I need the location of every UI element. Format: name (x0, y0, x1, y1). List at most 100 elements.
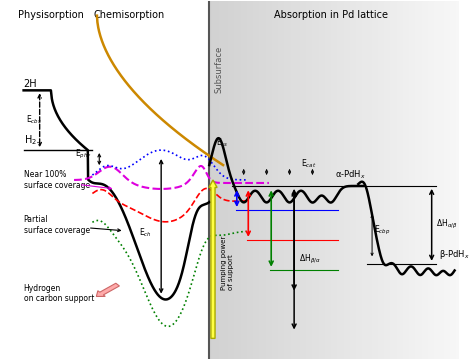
Bar (447, 1, 450, 359)
Bar (222, 1, 225, 359)
Bar (316, 1, 319, 359)
Bar (372, 1, 375, 359)
Bar (275, 1, 278, 359)
Bar (240, 1, 244, 359)
Bar (365, 1, 369, 359)
Bar (231, 1, 234, 359)
Text: E$_{cat}$: E$_{cat}$ (301, 157, 317, 170)
Text: α-PdH$_x$: α-PdH$_x$ (336, 169, 366, 181)
Bar (347, 1, 350, 359)
Bar (309, 1, 312, 359)
FancyArrow shape (96, 283, 119, 297)
Bar (278, 1, 281, 359)
Bar (453, 1, 456, 359)
Bar (359, 1, 362, 359)
Bar (356, 1, 359, 359)
Bar (400, 1, 403, 359)
Bar (300, 1, 303, 359)
Bar (434, 1, 438, 359)
Bar (319, 1, 322, 359)
Bar (259, 1, 263, 359)
Text: Partial
surface coverage: Partial surface coverage (24, 215, 90, 234)
Bar (350, 1, 353, 359)
Bar (212, 1, 216, 359)
Text: E$_{cbp}$: E$_{cbp}$ (374, 224, 391, 237)
Bar (415, 1, 419, 359)
Text: Pumping power
of support: Pumping power of support (221, 236, 234, 290)
Bar (425, 1, 428, 359)
Bar (362, 1, 365, 359)
Bar (381, 1, 384, 359)
Bar (272, 1, 275, 359)
Bar (422, 1, 425, 359)
Bar (328, 1, 331, 359)
Bar (375, 1, 378, 359)
Text: E$_{ss}$: E$_{ss}$ (216, 136, 228, 149)
Text: ΔH$_{α/β}$: ΔH$_{α/β}$ (436, 218, 458, 231)
Bar (210, 1, 212, 359)
Bar (340, 1, 344, 359)
Bar (263, 1, 265, 359)
Bar (344, 1, 347, 359)
Bar (265, 1, 269, 359)
Bar (287, 1, 291, 359)
Bar (269, 1, 272, 359)
Text: H$_2$: H$_2$ (24, 133, 36, 147)
Bar (247, 1, 250, 359)
Text: Absorption in Pd lattice: Absorption in Pd lattice (274, 10, 388, 20)
Bar (331, 1, 334, 359)
Bar (225, 1, 228, 359)
Bar (419, 1, 422, 359)
Bar (387, 1, 391, 359)
Bar (322, 1, 325, 359)
Bar (250, 1, 253, 359)
Bar (325, 1, 328, 359)
Bar (237, 1, 240, 359)
Bar (353, 1, 356, 359)
Bar (369, 1, 372, 359)
Bar (337, 1, 340, 359)
Bar (253, 1, 256, 359)
Bar (378, 1, 381, 359)
Bar (234, 1, 237, 359)
Bar (334, 1, 337, 359)
Bar (297, 1, 300, 359)
Text: Chemisorption: Chemisorption (93, 10, 164, 20)
Bar (409, 1, 412, 359)
Bar (284, 1, 287, 359)
Bar (228, 1, 231, 359)
Bar (219, 1, 222, 359)
Text: E$_{phy}$: E$_{phy}$ (75, 148, 92, 161)
Text: 2H: 2H (24, 79, 37, 89)
Bar (256, 1, 259, 359)
Text: E$_{ch}$: E$_{ch}$ (139, 226, 152, 239)
Bar (312, 1, 316, 359)
Bar (444, 1, 447, 359)
Bar (244, 1, 247, 359)
Bar (438, 1, 440, 359)
Bar (291, 1, 293, 359)
Bar (428, 1, 431, 359)
Bar (281, 1, 284, 359)
Text: Near 100%
surface coverage: Near 100% surface coverage (24, 170, 90, 190)
Bar (391, 1, 393, 359)
Text: Hydrogen
on carbon support: Hydrogen on carbon support (24, 284, 94, 303)
Bar (384, 1, 387, 359)
Text: ΔH$_{β/α}$: ΔH$_{β/α}$ (299, 253, 320, 266)
FancyArrow shape (209, 180, 217, 338)
Bar (397, 1, 400, 359)
Bar (303, 1, 306, 359)
Bar (450, 1, 453, 359)
Bar (403, 1, 406, 359)
Bar (456, 1, 459, 359)
Bar (431, 1, 434, 359)
Bar (293, 1, 297, 359)
Text: Subsurface: Subsurface (215, 45, 224, 93)
Bar (440, 1, 444, 359)
Bar (306, 1, 309, 359)
Text: E$_{cbs}$: E$_{cbs}$ (26, 114, 42, 126)
Bar (216, 1, 219, 359)
Bar (393, 1, 397, 359)
Bar (406, 1, 409, 359)
Bar (412, 1, 415, 359)
